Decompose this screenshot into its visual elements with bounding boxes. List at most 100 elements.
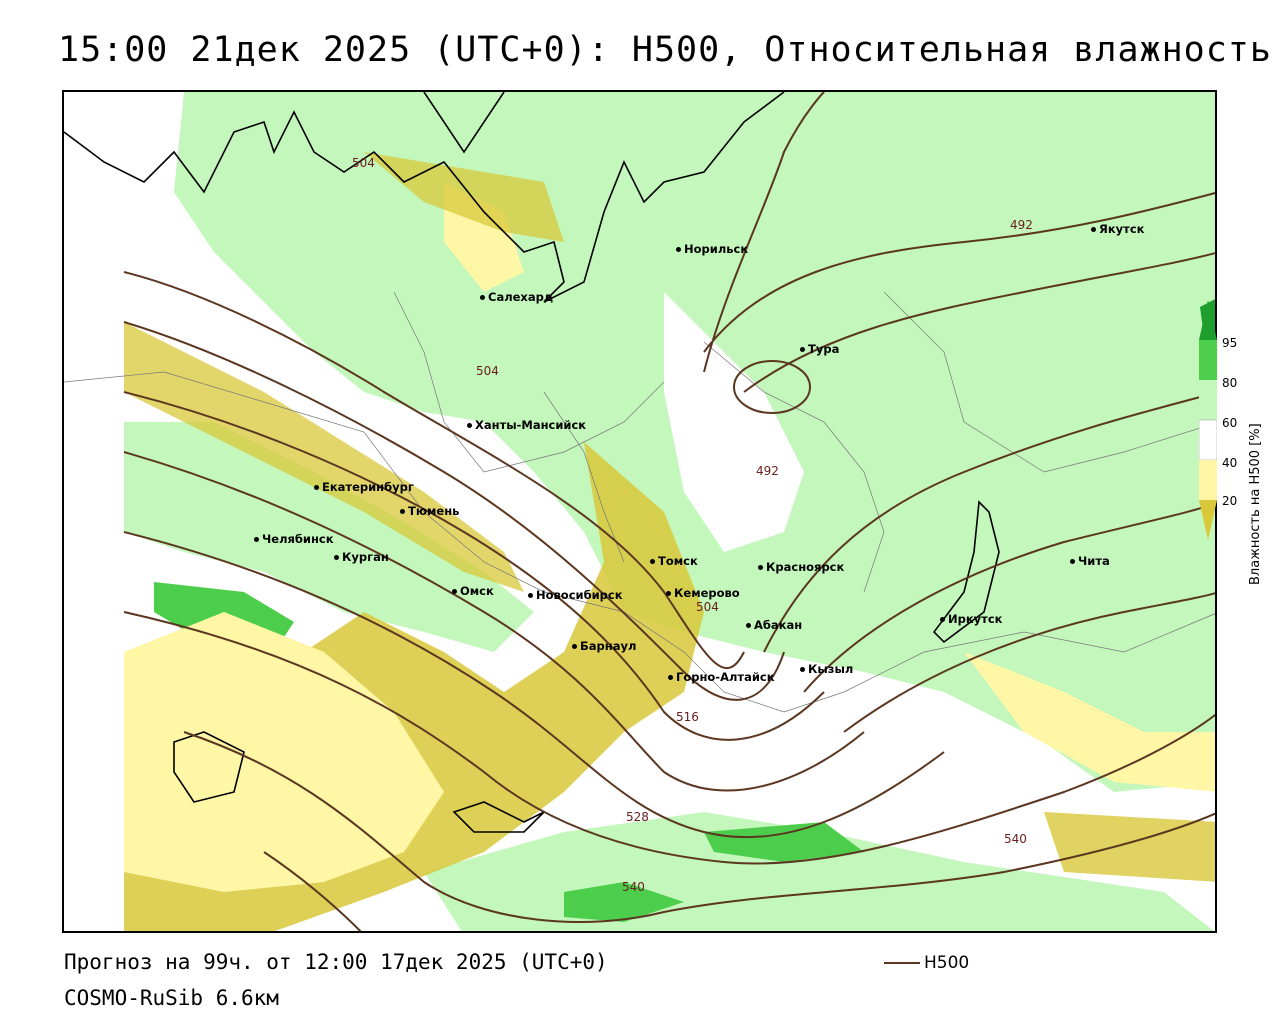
city-label: Ханты-Мансийск (475, 418, 587, 432)
city-barnaul: Барнаул (572, 639, 636, 653)
city-label: Салехард (488, 290, 554, 304)
city-novosibirsk: Новосибирск (528, 588, 623, 602)
city-khanty-mansiysk: Ханты-Мансийск (467, 418, 586, 432)
city-dot (800, 347, 805, 352)
city-label: Абакан (754, 618, 803, 632)
city-dot (254, 537, 259, 542)
h500-contours (123, 92, 1215, 931)
city-dot (676, 247, 681, 252)
city-label: Томск (658, 554, 698, 568)
city-label: Норильск (684, 242, 749, 256)
city-abakan: Абакан (746, 618, 802, 632)
contour-label-492-center: 492 (756, 464, 779, 478)
h500-contour-f (123, 611, 1215, 865)
city-label: Новосибирск (536, 588, 623, 602)
novaya-zemlya-coast (423, 92, 505, 154)
dry-band-ural (124, 322, 524, 592)
city-label: Екатеринбург (322, 480, 414, 494)
city-tomsk: Томск (650, 554, 698, 568)
city-krasnoyarsk: Красноярск (758, 560, 844, 574)
city-ekaterinburg: Екатеринбург (314, 480, 414, 494)
colorbar-moderate (1199, 380, 1217, 420)
colorbar-tick-95: 95 (1222, 336, 1238, 350)
city-dot (666, 591, 671, 596)
city-norilsk: Норильск (676, 242, 748, 256)
city-tyumen: Тюмень (400, 504, 459, 518)
city-kyzyl: Кызыл (800, 662, 853, 676)
city-label: Якутск (1099, 222, 1145, 236)
city-label: Тура (808, 342, 840, 356)
clear-zone-yenisei (664, 292, 804, 552)
contour-label-540-east: 540 (1004, 832, 1027, 846)
arctic-coast (64, 92, 785, 303)
wet-spot-altai (704, 822, 864, 862)
wet-spot-south (564, 882, 684, 922)
city-gorno-altaysk: Горно-Алтайск (668, 670, 775, 684)
contour-label-516: 516 (676, 710, 699, 724)
city-label: Челябинск (262, 532, 334, 546)
colorbar-high (1199, 340, 1217, 380)
legend-label: H500 (924, 953, 970, 973)
dry-zone-kazakhstan (124, 612, 444, 892)
humid-zone-west (124, 422, 534, 652)
southern-border (64, 371, 1215, 713)
legend-line-swatch (884, 962, 920, 964)
city-label: Кемерово (674, 586, 740, 600)
h500-contour-j (763, 392, 1215, 653)
city-dot (758, 565, 763, 570)
map-title: 15:00 21дек 2025 (UTC+0): H500, Относите… (58, 30, 1272, 70)
city-kemerovo: Кемерово (666, 586, 740, 600)
city-dot (572, 644, 577, 649)
colorbar-tick-60: 60 (1222, 416, 1238, 430)
city-label: Тюмень (408, 504, 460, 518)
region-border-4 (543, 391, 625, 563)
contour-label-504-top: 504 (352, 156, 375, 170)
city-chita: Чита (1070, 554, 1110, 568)
region-border-1 (393, 291, 665, 473)
colorbar-low (1199, 460, 1217, 500)
city-tura: Тура (800, 342, 839, 356)
city-label: Курган (342, 550, 389, 564)
contour-label-540-south: 540 (622, 880, 645, 894)
weather-map: 504 492 504 492 504 516 528 540 540 Нори… (62, 90, 1217, 933)
city-dot (528, 593, 533, 598)
contour-label-492-east: 492 (1010, 218, 1033, 232)
h500-contour-c (123, 391, 825, 741)
city-label: Чита (1078, 554, 1110, 568)
city-chelyabinsk: Челябинск (254, 532, 334, 546)
city-label: Омск (460, 584, 494, 598)
city-yakutsk: Якутск (1091, 222, 1144, 236)
city-dot (480, 295, 485, 300)
colorbar-very-low (1199, 500, 1217, 540)
city-label: Красноярск (766, 560, 845, 574)
city-dot (452, 589, 457, 594)
h500-contour-g (183, 731, 1215, 923)
colorbar-neutral (1199, 419, 1217, 461)
humidity-fields (124, 92, 1215, 931)
colorbar-title: Влажность на H500 [%] (1248, 423, 1263, 585)
forecast-info: Прогноз на 99ч. от 12:00 17дек 2025 (UTC… (64, 950, 608, 974)
h500-closed-low (733, 360, 811, 414)
city-label: Иркутск (948, 612, 1003, 626)
city-irkutsk: Иркутск (940, 612, 1002, 626)
city-dot (800, 667, 805, 672)
dry-zone-kara (364, 152, 564, 242)
h500-contour-n (743, 252, 1215, 393)
h500-contour-i (703, 92, 825, 373)
h500-contour-l (843, 592, 1215, 733)
h500-contour-e (123, 531, 945, 839)
contour-label-528: 528 (626, 810, 649, 824)
contour-label-504-mid: 504 (476, 364, 499, 378)
coastlines (64, 92, 1000, 833)
city-dot (668, 675, 673, 680)
city-dot (1091, 227, 1096, 232)
colorbar-tick-40: 40 (1222, 456, 1238, 470)
city-dot (400, 509, 405, 514)
city-omsk: Омск (452, 584, 494, 598)
colorbar-tick-20: 20 (1222, 494, 1238, 508)
city-dot (940, 617, 945, 622)
city-salekhard: Салехард (480, 290, 553, 304)
city-label: Кызыл (808, 662, 854, 676)
city-dot (1070, 559, 1075, 564)
colorbar-very-high (1199, 300, 1217, 340)
